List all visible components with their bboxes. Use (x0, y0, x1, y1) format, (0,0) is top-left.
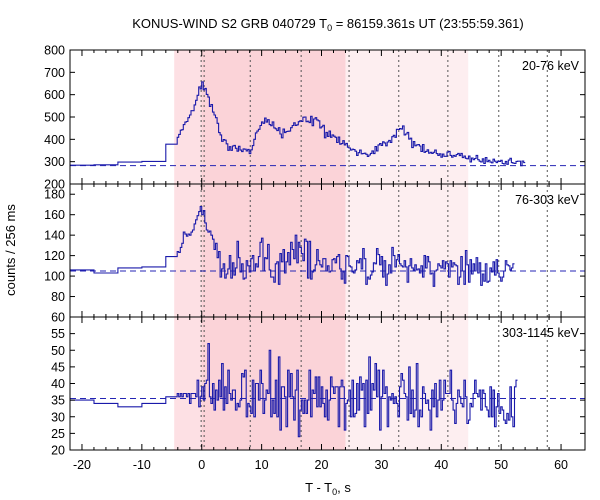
energy-band-label: 20-76 keV (522, 59, 580, 73)
y-tick-label: 600 (44, 88, 65, 102)
x-tick-label: 20 (315, 458, 329, 472)
y-tick-label: 20 (51, 444, 65, 458)
light-curves (70, 81, 526, 438)
chart-title: KONUS-WIND S2 GRB 040729 T0 = 86159.361s… (132, 16, 524, 33)
x-tick-label: 40 (434, 458, 448, 472)
y-tick-label: 80 (51, 290, 65, 304)
y-tick-label: 60 (51, 311, 65, 325)
energy-band-label: 76-303 keV (515, 193, 580, 207)
shaded-interval (201, 50, 346, 450)
time-marker-lines (200, 50, 548, 450)
y-tick-label: 55 (51, 327, 65, 341)
x-axis-label: T - T0, s (305, 480, 351, 497)
y-tick-label: 50 (51, 344, 65, 358)
panel-frames: 20-76 keV 76-303 keV 303-1145 keV (69, 49, 586, 451)
background-levels (70, 165, 585, 399)
y-tick-label: 120 (44, 249, 65, 263)
light-curve-series (70, 343, 518, 438)
x-tick-label: 60 (554, 458, 568, 472)
chart-title-subscript: 0 (327, 23, 332, 33)
light-curve-series (70, 205, 515, 287)
x-axis-label-subscript: 0 (332, 487, 337, 497)
x-tick-label: -10 (133, 458, 151, 472)
y-tick-label: 200 (44, 178, 65, 192)
y-tick-label: 35 (51, 394, 65, 408)
y-tick-label: 800 (44, 44, 65, 58)
axis-ticks: 2003004005006007008006080100120140160180… (44, 44, 585, 472)
y-tick-label: 400 (44, 133, 65, 147)
y-tick-label: 30 (51, 410, 65, 424)
x-tick-label: 0 (198, 458, 205, 472)
x-tick-label: 50 (494, 458, 508, 472)
x-tick-label: -20 (73, 458, 91, 472)
y-tick-label: 160 (44, 208, 65, 222)
y-tick-label: 500 (44, 111, 65, 125)
x-tick-label: 30 (374, 458, 388, 472)
y-tick-label: 700 (44, 66, 65, 80)
y-tick-label: 45 (51, 360, 65, 374)
x-tick-label: 10 (255, 458, 269, 472)
y-tick-label: 100 (44, 270, 65, 284)
y-tick-label: 300 (44, 155, 65, 169)
y-tick-label: 180 (44, 188, 65, 202)
y-tick-label: 40 (51, 377, 65, 391)
y-tick-label: 140 (44, 229, 65, 243)
y-tick-label: 25 (51, 427, 65, 441)
energy-band-label: 303-1145 keV (502, 326, 580, 340)
light-curve-series (70, 81, 526, 167)
y-axis-label: counts / 256 ms (3, 204, 18, 296)
